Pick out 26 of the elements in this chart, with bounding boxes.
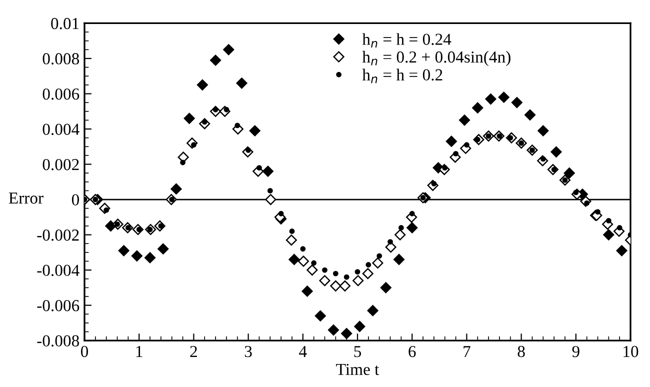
x-tick-label: 3 [244, 346, 252, 358]
y-tick-label: -0.002 [37, 229, 79, 241]
y-tick-label: -0.006 [37, 300, 80, 312]
x-tick-label: 10 [624, 346, 638, 358]
y-tick-label: 0.002 [42, 158, 79, 170]
x-tick-label: 1 [136, 346, 142, 357]
legend-label: h$_{n}$ = h = 0.2 [362, 68, 442, 84]
y-tick-label: -0.004 [37, 264, 80, 276]
x-tick-label: 0 [80, 346, 88, 358]
y-tick-label: -0.008 [37, 335, 80, 347]
x-tick-label: 4 [299, 346, 307, 357]
y-axis-title: Error [8, 192, 44, 204]
legend-label: h$_{n}$ = 0.2 + 0.04sin(4n) [362, 50, 510, 66]
x-tick-label: 8 [518, 346, 525, 358]
y-tick-label: 0.006 [42, 88, 80, 100]
x-axis-title: Time t [336, 364, 380, 376]
legend-label: h$_{n}$ = h = 0.24 [362, 33, 452, 48]
x-tick-label: 2 [190, 346, 197, 357]
x-tick-label: 7 [464, 346, 470, 357]
y-tick-label: 0.008 [42, 53, 80, 64]
y-tick-label: 0 [72, 194, 80, 206]
x-tick-label: 9 [572, 346, 580, 358]
y-tick-label: 0.004 [42, 124, 80, 136]
x-tick-label: 6 [408, 346, 416, 358]
y-tick-label: 0.01 [51, 18, 79, 30]
x-tick-label: 5 [354, 346, 362, 358]
